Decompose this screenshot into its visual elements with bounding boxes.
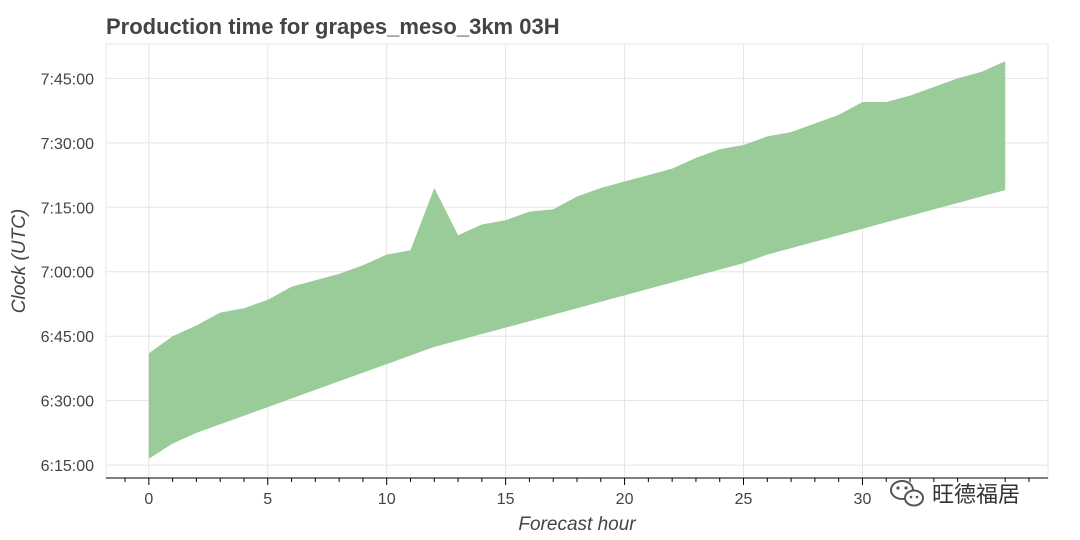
x-tick-label: 15	[497, 491, 515, 508]
watermark-text: 旺德福居	[932, 483, 1020, 508]
x-tick-label: 10	[378, 491, 396, 508]
y-tick-label: 6:30:00	[41, 394, 94, 411]
x-axis-label: Forecast hour	[518, 514, 636, 535]
y-tick-label: 7:30:00	[41, 136, 94, 153]
y-tick-label: 6:15:00	[41, 458, 94, 475]
y-axis-label: Clock (UTC)	[9, 209, 30, 314]
y-tick-label: 6:45:00	[41, 329, 94, 346]
x-tick-label: 5	[263, 491, 272, 508]
y-tick-label: 7:45:00	[41, 71, 94, 88]
wechat-icon	[890, 480, 924, 507]
x-tick-label: 25	[735, 491, 753, 508]
y-tick-label: 7:00:00	[41, 265, 94, 282]
production-time-band	[148, 61, 1006, 459]
x-tick-label: 0	[144, 491, 153, 508]
watermark: 旺德福居	[890, 480, 1020, 508]
chart-title: Production time for grapes_meso_3km 03H	[106, 14, 560, 39]
x-tick-label: 30	[854, 491, 872, 508]
y-axis-ticks: 6:15:00 6:30:00 6:45:00 7:00:00 7:15:00 7:30:…	[41, 71, 94, 475]
x-tick-label: 20	[616, 491, 634, 508]
x-axis-ticks: 0 5 10 15 20 25 30	[124, 478, 1030, 508]
y-tick-label: 7:15:00	[41, 200, 94, 217]
